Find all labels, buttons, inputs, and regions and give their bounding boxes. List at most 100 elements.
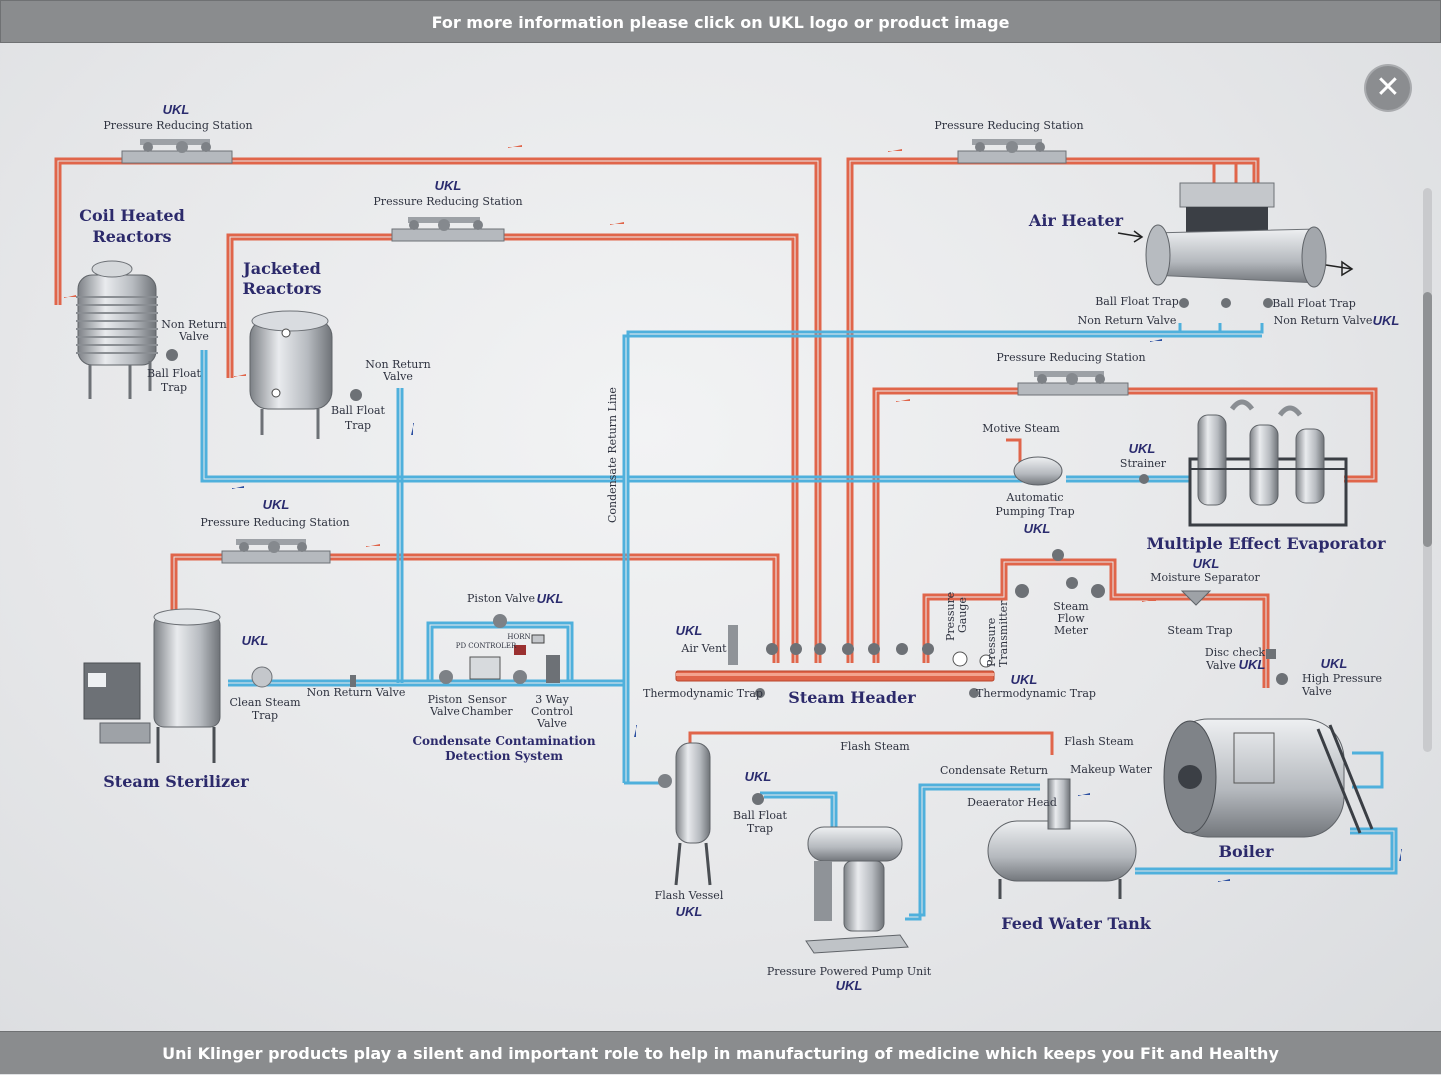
motive-steam-label: Motive Steam [982, 422, 1060, 435]
scrollbar-thumb[interactable] [1423, 292, 1432, 547]
bft-jacket-label-2: Trap [345, 419, 371, 432]
hp-valve-label-2: Valve [1301, 685, 1332, 698]
air-vent-image[interactable] [728, 625, 738, 665]
nrv-sterilizer-label: Non Return Valve [307, 686, 406, 699]
bft-flash-label-1: Ball Float [733, 809, 788, 822]
piston-valve-top-label: Piston Valve [467, 592, 535, 605]
boiler-image[interactable] [1163, 718, 1374, 838]
jacketed-reactor-title-line2: Reactors [242, 279, 321, 298]
ukl-logo-air-vent[interactable]: UKL [676, 623, 703, 638]
pressure-reducing-station-4[interactable] [1017, 371, 1129, 396]
steam-header-valves[interactable] [766, 643, 934, 655]
piston-valve-label-2: Valve [429, 705, 460, 718]
flash-steam-label-2: Flash Steam [1064, 735, 1134, 748]
coil-reactor-title-line1: Coil Heated [79, 206, 185, 225]
pressure-reducing-station-2[interactable] [391, 217, 505, 242]
feed-water-tank-image[interactable] [987, 778, 1137, 899]
nrv-coil-label-1: Non Return [161, 318, 226, 331]
close-icon[interactable]: ✕ [1366, 66, 1410, 110]
flash-vessel-image[interactable] [658, 742, 712, 886]
ukl-logo-thermo-trap[interactable]: UKL [1011, 672, 1038, 687]
prs-1-label: Pressure Reducing Station [103, 119, 252, 132]
clean-steam-trap-label-1: Clean Steam [229, 696, 301, 709]
nrv-jacket-label-1: Non Return [365, 358, 430, 371]
sensor-chamber-label-2: Chamber [461, 705, 513, 718]
jacketed-reactor-title-line1: Jacketed [241, 259, 321, 278]
ukl-logo-hp-valve[interactable]: UKL [1321, 656, 1348, 671]
air-heater-title: Air Heater [1028, 211, 1124, 230]
nrv-air-left-label: Non Return Valve [1078, 314, 1177, 327]
jacketed-reactor-image[interactable] [249, 310, 333, 439]
three-way-label-3: Valve [536, 717, 567, 730]
steam-flow-meter-image[interactable] [1015, 549, 1105, 598]
disc-check-label-2: Valve [1205, 659, 1236, 672]
thermo-trap-left-label: Thermodynamic Trap [643, 687, 763, 700]
bft-flash-label-2: Trap [747, 822, 773, 835]
coil-heated-reactor-image[interactable] [76, 260, 158, 399]
moisture-separator-label: Moisture Separator [1150, 571, 1260, 584]
ukl-logo-prs-1[interactable]: UKL [163, 102, 190, 117]
bottom-info-banner: Uni Klinger products play a silent and i… [0, 1031, 1441, 1074]
steam-sterilizer-image[interactable] [83, 608, 221, 763]
ccds-title-line2: Detection System [445, 749, 563, 763]
apt-label-2: Pumping Trap [995, 505, 1074, 518]
ukl-logo-flash-vessel[interactable]: UKL [676, 904, 703, 919]
moisture-separator-image[interactable] [1180, 590, 1212, 606]
pressure-gauge-label-1: Pressure [944, 592, 957, 641]
ukl-logo-clean-steam-trap[interactable]: UKL [242, 633, 269, 648]
scrollbar[interactable] [1423, 188, 1432, 752]
feed-water-tank-title: Feed Water Tank [1001, 914, 1151, 933]
pressure-transmitter-label-1: Pressure [985, 618, 998, 667]
bft-coil-label-2: Trap [161, 381, 187, 394]
boiler-title: Boiler [1219, 842, 1275, 861]
small-traps[interactable] [166, 298, 1288, 805]
nrv-jacket-label-2: Valve [382, 370, 413, 383]
clean-steam-trap-label-2: Trap [252, 709, 278, 722]
bft-jacket-label-1: Ball Float [331, 404, 386, 417]
pressure-reducing-station-1[interactable] [121, 139, 233, 164]
ukl-logo-moisture-separator[interactable]: UKL [1193, 556, 1220, 571]
three-way-label-2: Control [531, 705, 573, 718]
sterilizer-title: Steam Sterilizer [103, 772, 249, 791]
bft-air-right-label: Ball Float Trap [1272, 297, 1356, 310]
sfm-label-1: Steam [1053, 600, 1089, 613]
pressure-reducing-station-5[interactable] [221, 539, 331, 564]
nrv-coil-label-2: Valve [178, 330, 209, 343]
prs-5-label: Pressure Reducing Station [200, 516, 349, 529]
flash-vessel-label: Flash Vessel [655, 889, 724, 902]
ukl-logo-prs-5[interactable]: UKL [263, 497, 290, 512]
pressure-gauge-label-2: Gauge [956, 597, 969, 633]
prs-4-label: Pressure Reducing Station [996, 351, 1145, 364]
ukl-logo-pppu[interactable]: UKL [836, 978, 863, 993]
pressure-transmitter-label-2: Transmitter [997, 600, 1010, 667]
ukl-logo-strainer[interactable]: UKL [1129, 441, 1156, 456]
steam-header-title: Steam Header [788, 688, 916, 707]
hp-valve-label-1: High Pressure [1302, 672, 1382, 685]
deaerator-head-label: Deaerator Head [967, 796, 1057, 809]
prs-2-label: Pressure Reducing Station [373, 195, 522, 208]
horn-label: HORN [507, 633, 530, 641]
bft-coil-label-1: Ball Float [147, 367, 202, 380]
evaporator-title: Multiple Effect Evaporator [1146, 534, 1386, 553]
ukl-logo-apt[interactable]: UKL [1024, 521, 1051, 536]
ukl-logo-disc-check[interactable]: UKL [1239, 657, 1266, 672]
condensate-contamination-detection-system-image[interactable] [439, 614, 560, 684]
pressure-reducing-station-3[interactable] [957, 139, 1067, 164]
disc-check-label-1: Disc check [1205, 646, 1266, 659]
ccds-title-line1: Condensate Contamination [412, 734, 595, 748]
pressure-powered-pump-unit-image[interactable] [805, 826, 909, 954]
sfm-label-2: Flow [1057, 612, 1085, 625]
ukl-logo-flash-trap[interactable]: UKL [745, 769, 772, 784]
ukl-logo-piston-valve[interactable]: UKL [537, 591, 564, 606]
multiple-effect-evaporator-image[interactable] [1188, 399, 1348, 527]
condensate-return-label: Condensate Return [940, 764, 1048, 777]
top-info-banner: For more information please click on UKL… [0, 0, 1441, 43]
ukl-logo-air-heater[interactable]: UKL [1373, 313, 1400, 328]
ukl-logo-prs-2[interactable]: UKL [435, 178, 462, 193]
three-way-label-1: 3 Way [535, 693, 569, 706]
pppu-label: Pressure Powered Pump Unit [767, 965, 932, 978]
automatic-pumping-trap-image[interactable] [1013, 456, 1063, 486]
air-heater-image[interactable] [1117, 182, 1354, 288]
condensate-pipes [200, 323, 1398, 921]
nrv-air-right-label: Non Return Valve [1274, 314, 1373, 327]
